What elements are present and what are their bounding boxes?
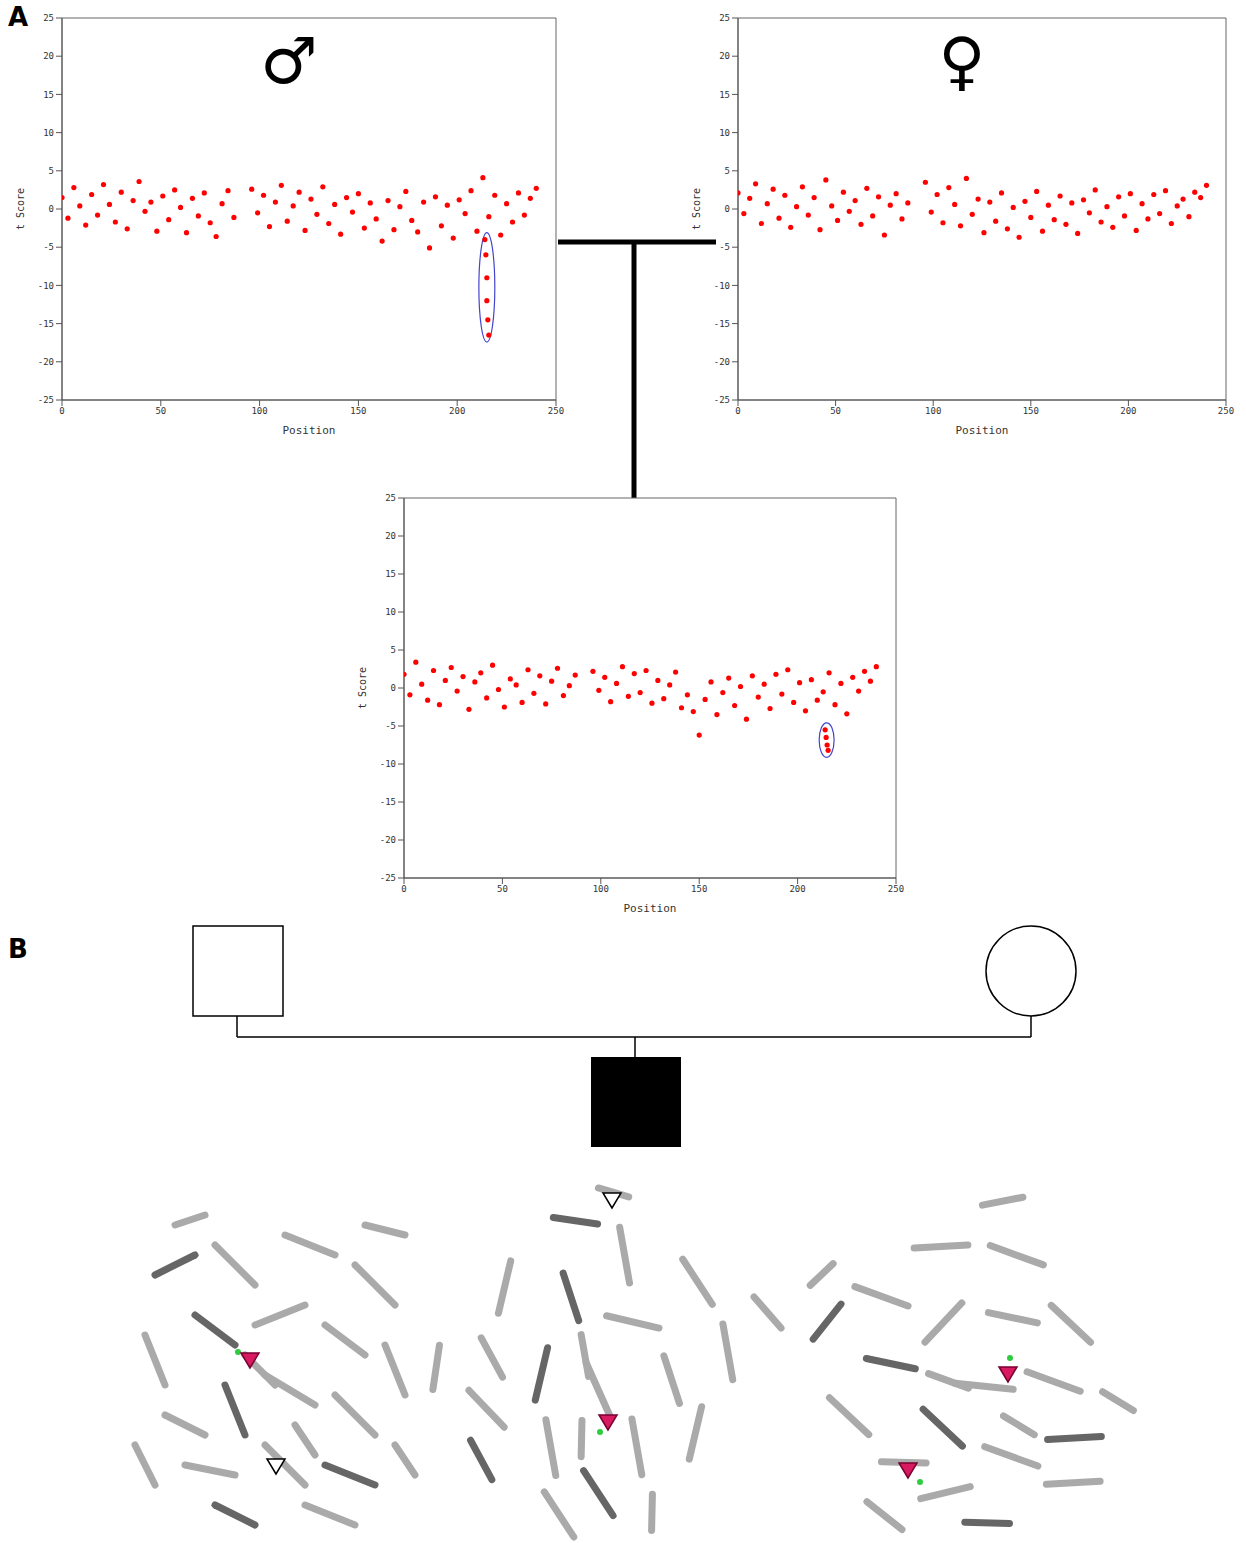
svg-text:50: 50 [155,406,166,416]
svg-text:-20: -20 [38,357,54,367]
svg-text:250: 250 [888,884,904,894]
svg-text:-20: -20 [714,357,730,367]
svg-text:250: 250 [1218,406,1234,416]
svg-text:200: 200 [789,884,805,894]
svg-text:10: 10 [719,128,730,138]
svg-text:t Score: t Score [691,188,702,230]
svg-text:100: 100 [593,884,609,894]
svg-text:0: 0 [391,683,396,693]
html-text:A: A [8,2,29,32]
svg-text:150: 150 [350,406,366,416]
svg-text:-20: -20 [380,835,396,845]
svg-text:-10: -10 [714,281,730,291]
svg-text:20: 20 [385,531,396,541]
svg-text:-5: -5 [719,242,730,252]
svg-text:0: 0 [735,406,740,416]
svg-text:0: 0 [59,406,64,416]
svg-text:-25: -25 [714,395,730,405]
svg-text:-10: -10 [38,281,54,291]
svg-text:200: 200 [1120,406,1136,416]
svg-text:200: 200 [449,406,465,416]
svg-text:5: 5 [49,166,54,176]
svg-text:150: 150 [691,884,707,894]
svg-text:10: 10 [385,607,396,617]
svg-text:Position: Position [624,902,677,915]
svg-text:-25: -25 [38,395,54,405]
svg-text:25: 25 [43,13,54,23]
svg-text:0: 0 [725,204,730,214]
svg-text:t Score: t Score [357,667,368,709]
svg-text:20: 20 [43,51,54,61]
svg-text:0: 0 [49,204,54,214]
svg-text:5: 5 [391,645,396,655]
svg-text:50: 50 [830,406,841,416]
svg-text:20: 20 [719,51,730,61]
svg-text:Position: Position [283,424,336,437]
svg-text:Position: Position [956,424,1009,437]
svg-text:t Score: t Score [15,188,26,230]
svg-text:5: 5 [725,166,730,176]
svg-text:150: 150 [1023,406,1039,416]
svg-text:-15: -15 [380,797,396,807]
svg-text:-5: -5 [385,721,396,731]
html-text:B: B [8,934,28,964]
svg-text:15: 15 [385,569,396,579]
svg-text:250: 250 [548,406,564,416]
svg-text:10: 10 [43,128,54,138]
svg-text:-15: -15 [714,319,730,329]
svg-text:100: 100 [251,406,267,416]
svg-text:0: 0 [401,884,406,894]
svg-text:-15: -15 [38,319,54,329]
svg-text:-25: -25 [380,873,396,883]
svg-text:15: 15 [719,90,730,100]
svg-text:-5: -5 [43,242,54,252]
svg-text:25: 25 [385,493,396,503]
svg-text:-10: -10 [380,759,396,769]
svg-text:100: 100 [925,406,941,416]
svg-text:25: 25 [719,13,730,23]
svg-text:15: 15 [43,90,54,100]
svg-text:50: 50 [497,884,508,894]
